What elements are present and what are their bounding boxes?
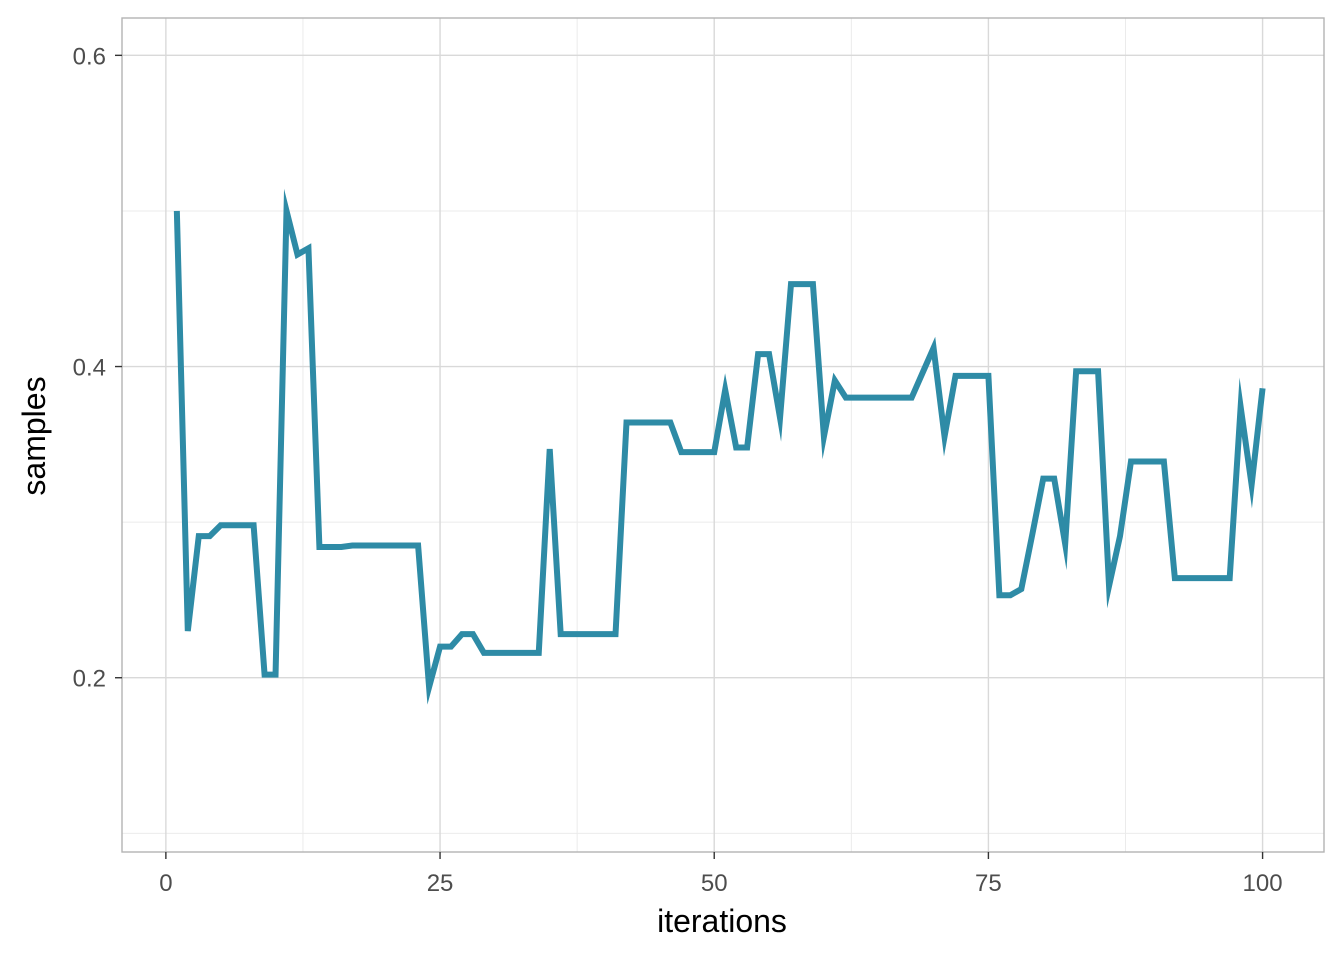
plot-panel-border bbox=[121, 17, 1325, 853]
series-layer bbox=[173, 188, 1266, 705]
y-axis-ticks: 0.2 0.4 0.6 bbox=[73, 43, 122, 693]
x-axis-title: iterations bbox=[657, 903, 787, 939]
x-tick-label: 50 bbox=[701, 870, 728, 897]
series-line bbox=[173, 188, 1266, 705]
y-tick-label: 0.6 bbox=[73, 43, 106, 70]
y-tick-label: 0.4 bbox=[73, 355, 106, 382]
x-tick-label: 0 bbox=[159, 870, 172, 897]
minor-gridlines bbox=[122, 18, 1324, 852]
x-tick-label: 25 bbox=[427, 870, 454, 897]
x-axis-ticks: 0 25 50 75 100 bbox=[159, 852, 1283, 897]
y-axis-title: samples bbox=[16, 376, 52, 495]
x-tick-label: 75 bbox=[975, 870, 1002, 897]
y-tick-label: 0.2 bbox=[73, 666, 106, 693]
major-gridlines bbox=[122, 18, 1324, 852]
x-tick-label: 100 bbox=[1243, 870, 1283, 897]
